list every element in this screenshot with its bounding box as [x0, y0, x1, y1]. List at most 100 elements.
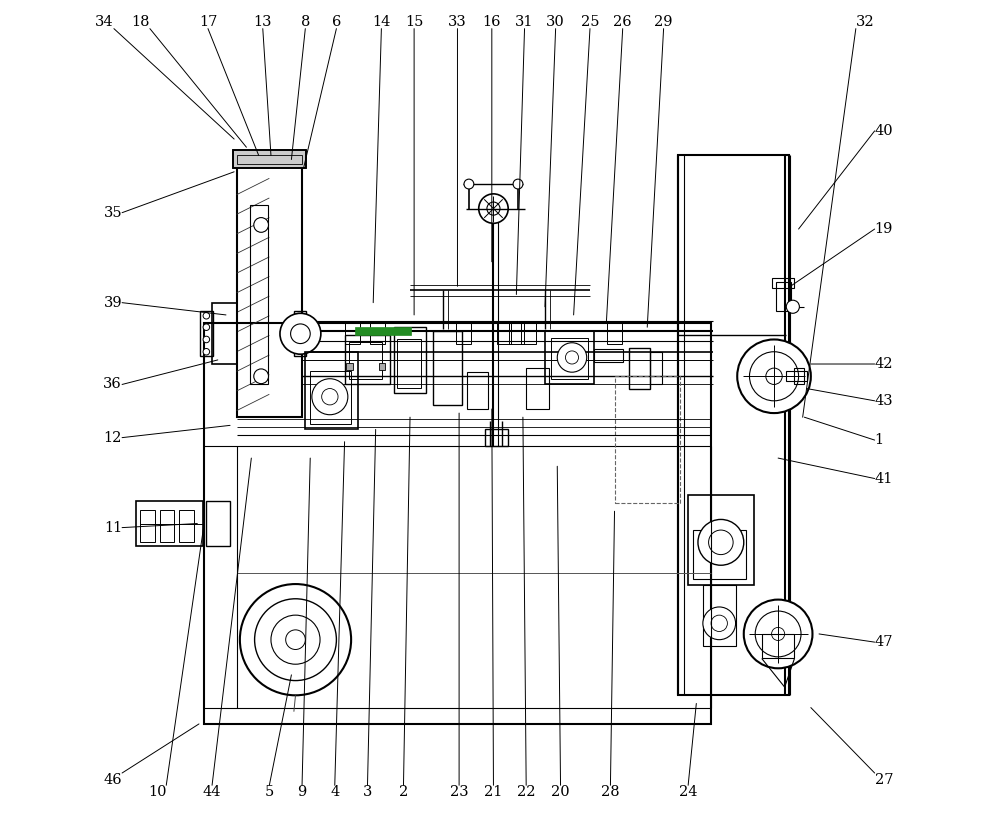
Circle shape	[766, 368, 782, 384]
Bar	[433, 331, 462, 405]
Circle shape	[203, 324, 210, 330]
Bar	[233, 150, 306, 168]
Text: 34: 34	[95, 15, 114, 29]
Text: 46: 46	[103, 773, 122, 787]
Text: 39: 39	[103, 295, 122, 310]
Text: 3: 3	[363, 785, 372, 799]
Bar	[305, 352, 358, 429]
Circle shape	[786, 300, 799, 313]
Circle shape	[709, 530, 733, 555]
Text: 4: 4	[330, 785, 339, 799]
Text: 21: 21	[484, 785, 503, 799]
Circle shape	[203, 336, 210, 343]
Circle shape	[487, 202, 500, 215]
Circle shape	[291, 324, 310, 344]
Text: 9: 9	[297, 785, 307, 799]
Circle shape	[203, 348, 210, 355]
Circle shape	[322, 389, 338, 405]
Bar	[237, 155, 302, 164]
Bar	[394, 327, 426, 393]
Bar	[200, 311, 213, 356]
Circle shape	[565, 351, 579, 364]
Text: 31: 31	[515, 15, 534, 29]
Text: 1: 1	[875, 433, 884, 447]
Text: 5: 5	[265, 785, 274, 799]
Circle shape	[755, 611, 801, 657]
Text: 25: 25	[581, 15, 599, 29]
Text: 12: 12	[104, 430, 122, 445]
Circle shape	[255, 599, 336, 681]
Text: 20: 20	[551, 785, 570, 799]
Text: 28: 28	[601, 785, 620, 799]
Bar	[346, 363, 353, 370]
Bar	[526, 368, 549, 409]
Bar	[345, 335, 390, 384]
Bar	[762, 634, 794, 658]
Circle shape	[479, 194, 508, 223]
Bar	[485, 429, 508, 446]
Bar	[237, 164, 302, 417]
Text: 33: 33	[448, 15, 467, 29]
Text: 18: 18	[131, 15, 150, 29]
Bar	[140, 510, 155, 542]
Bar	[206, 501, 230, 546]
Circle shape	[271, 615, 320, 664]
Circle shape	[203, 312, 210, 319]
Text: 8: 8	[301, 15, 310, 29]
Circle shape	[737, 339, 811, 413]
Text: 23: 23	[450, 785, 468, 799]
Text: 30: 30	[546, 15, 565, 29]
Bar	[497, 321, 511, 344]
Bar	[786, 371, 807, 381]
Circle shape	[744, 600, 812, 668]
Bar	[615, 376, 680, 503]
Circle shape	[286, 630, 305, 649]
Bar	[345, 321, 360, 344]
Bar	[594, 349, 623, 362]
Text: 40: 40	[875, 124, 893, 138]
Circle shape	[464, 179, 474, 189]
Text: 44: 44	[203, 785, 221, 799]
Bar	[521, 321, 536, 344]
Bar	[349, 342, 382, 379]
Text: 22: 22	[517, 785, 535, 799]
Bar	[136, 501, 203, 546]
Bar	[370, 321, 385, 344]
Text: 16: 16	[483, 15, 501, 29]
Bar	[204, 323, 711, 724]
Bar	[467, 372, 488, 409]
Bar	[693, 530, 746, 579]
Bar	[678, 155, 789, 695]
Circle shape	[513, 179, 523, 189]
Circle shape	[254, 218, 269, 232]
Bar	[650, 352, 662, 384]
Circle shape	[557, 343, 587, 372]
Text: 6: 6	[332, 15, 341, 29]
Bar	[456, 321, 471, 344]
Bar	[212, 303, 237, 364]
Circle shape	[772, 627, 785, 640]
Text: 10: 10	[148, 785, 166, 799]
Circle shape	[280, 313, 321, 354]
Bar	[703, 585, 736, 646]
Circle shape	[711, 615, 727, 631]
Bar	[772, 278, 794, 288]
Bar	[629, 348, 650, 389]
Circle shape	[698, 519, 744, 565]
Text: 35: 35	[103, 205, 122, 220]
Bar	[688, 495, 754, 585]
Text: 41: 41	[875, 471, 893, 486]
Circle shape	[240, 584, 351, 695]
Bar	[794, 368, 804, 384]
Bar	[355, 327, 411, 335]
Bar	[233, 150, 306, 168]
Bar	[607, 321, 622, 344]
Text: 43: 43	[875, 393, 893, 408]
Text: 19: 19	[875, 222, 893, 236]
Text: 26: 26	[613, 15, 632, 29]
Text: 14: 14	[372, 15, 391, 29]
Bar	[379, 363, 385, 370]
Text: 13: 13	[254, 15, 272, 29]
Text: 29: 29	[654, 15, 673, 29]
Text: 24: 24	[679, 785, 697, 799]
